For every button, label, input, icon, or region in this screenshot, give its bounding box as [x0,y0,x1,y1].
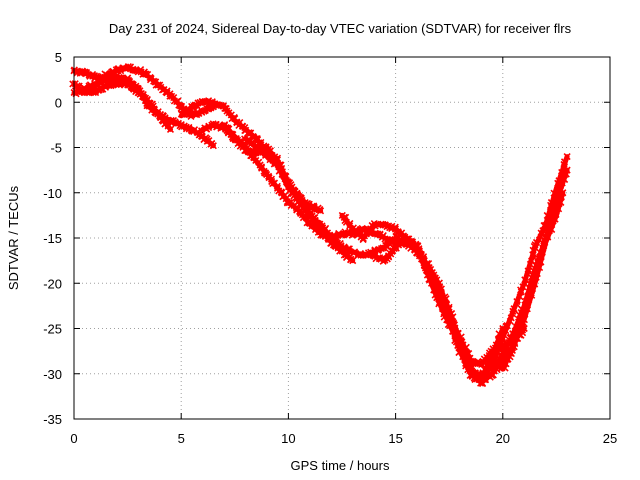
x-tick-label: 10 [281,431,295,446]
y-tick-label: -5 [50,141,62,156]
data-point [516,293,524,301]
y-axis-label: SDTVAR / TECUs [6,185,21,290]
data-point [521,310,529,318]
data-point [563,166,571,174]
data-point [525,296,533,304]
series-layer [69,63,571,388]
data-point [531,280,539,288]
data-point [276,166,284,174]
data-point [273,182,281,190]
data-point [103,71,111,79]
data-point [164,120,172,129]
data-point [430,286,438,294]
data-point [541,238,549,246]
y-tick-label: -20 [43,276,62,291]
data-point [493,348,501,356]
data-point [513,298,521,306]
data-point [298,196,306,204]
data-point [533,270,541,278]
data-point [423,271,431,279]
data-point [446,321,454,330]
data-point [537,258,545,266]
data-point [148,100,156,108]
data-point [509,310,517,318]
x-tick-labels: 0 5 10 15 20 25 [70,431,617,446]
data-point [427,279,436,287]
x-tick-label: 5 [178,431,185,446]
data-point [209,142,217,150]
x-tick-label: 15 [388,431,402,446]
data-point [520,316,528,324]
ticks [73,56,611,420]
data-point [517,288,525,296]
data-point [124,63,132,71]
data-point [561,175,569,184]
data-point [304,210,313,218]
data-point [194,99,202,107]
data-point [536,264,544,272]
data-point [172,119,180,128]
data-point [154,108,162,116]
data-point [544,233,552,241]
y-tick-label: -30 [43,367,62,382]
x-tick-label: 20 [496,431,510,446]
data-point [514,330,522,338]
y-tick-label: -10 [43,186,62,201]
data-point [560,158,569,166]
data-point [419,256,427,264]
data-point [559,189,567,197]
data-point [557,193,565,201]
data-point [528,291,536,299]
data-point [542,233,550,241]
y-tick-label: -35 [43,412,62,427]
y-tick-label: -15 [43,231,62,246]
grid [74,57,610,419]
data-point [524,267,532,275]
data-point [415,250,423,258]
y-tick-label: -25 [43,322,62,337]
data-point [316,207,325,215]
x-axis-label: GPS time / hours [291,458,390,473]
data-point [225,125,233,133]
data-point [523,301,532,309]
series-sat-d [101,63,217,120]
x-tick-label: 0 [70,431,77,446]
data-point [114,67,122,75]
x-tick-label: 25 [603,431,617,446]
data-point [557,198,565,206]
data-point [166,125,175,133]
y-tick-label: 5 [55,50,62,65]
data-point [433,294,441,302]
y-tick-labels: 5 0 -5 -10 -15 -20 -25 -30 -35 [43,50,62,427]
data-point [497,337,505,345]
data-point [500,331,508,339]
data-point [69,80,77,88]
data-point [563,152,571,161]
data-point [134,85,142,93]
data-point [521,276,529,284]
data-point [257,163,266,171]
chart-title: Day 231 of 2024, Sidereal Day-to-day VTE… [109,21,572,36]
data-point [507,314,515,322]
data-point [426,276,434,284]
series-sat-l [498,189,567,372]
data-point [459,351,468,359]
data-point [529,285,537,293]
data-point [350,249,358,257]
data-point [349,257,357,265]
data-point [499,347,507,355]
data-point [538,248,546,256]
data-point [512,334,520,342]
data-point [462,355,470,364]
series-sat-j [369,152,571,382]
y-tick-label: 0 [55,95,62,110]
data-point [511,340,519,348]
